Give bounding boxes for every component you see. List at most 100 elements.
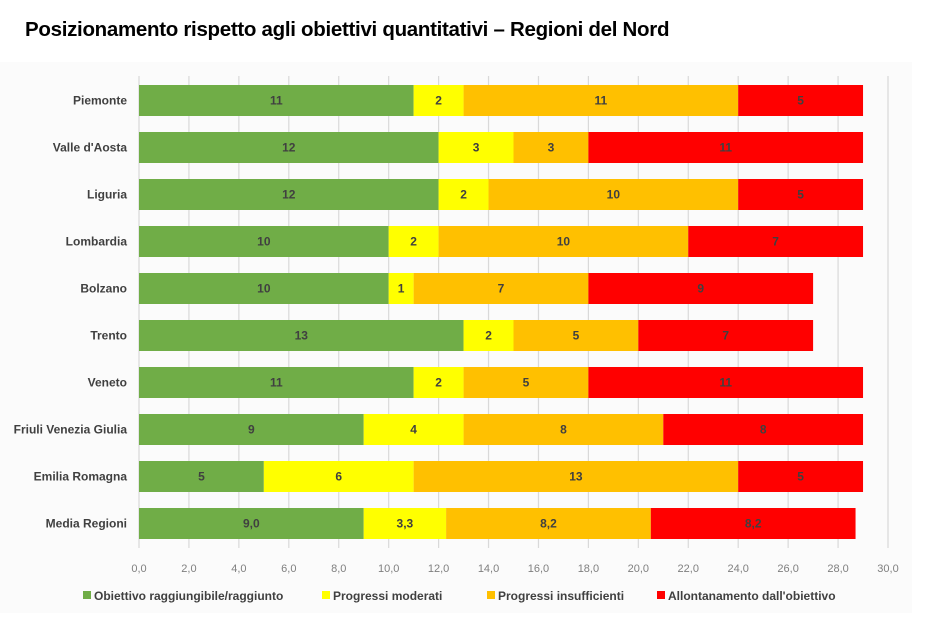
data-label: 2 [435, 94, 442, 108]
category-label: Veneto [88, 376, 127, 390]
legend-swatch [322, 591, 330, 599]
data-label: 13 [569, 470, 583, 484]
data-label: 11 [270, 376, 283, 390]
bar-segment [463, 367, 589, 398]
bar-segment [463, 320, 514, 351]
category-label: Valle d'Aosta [53, 141, 128, 155]
data-label: 6 [335, 470, 342, 484]
bar-segment [363, 508, 447, 539]
data-label: 5 [797, 94, 804, 108]
category-label: Liguria [87, 188, 127, 202]
data-label: 10 [557, 235, 571, 249]
bar-segment [513, 320, 639, 351]
bar-segment [446, 508, 651, 539]
legend-label: Progressi moderati [333, 589, 442, 603]
x-tick-label: 2,0 [181, 563, 196, 575]
data-label: 2 [435, 376, 442, 390]
bar-segment [588, 367, 864, 398]
category-label: Media Regioni [46, 517, 127, 531]
x-tick-label: 18,0 [578, 563, 599, 575]
data-label: 5 [573, 329, 580, 343]
page-title: Posizionamento rispetto agli obiettivi q… [25, 18, 670, 41]
x-tick-label: 8,0 [331, 563, 346, 575]
category-label: Trento [90, 329, 127, 343]
legend-label: Obiettivo raggiungibile/raggiunto [94, 589, 283, 603]
bar-segment [413, 367, 464, 398]
bar-segment [513, 132, 589, 163]
data-label: 8,2 [745, 517, 762, 531]
data-label: 7 [772, 235, 779, 249]
bar-segment [413, 85, 464, 116]
data-label: 13 [295, 329, 309, 343]
data-label: 10 [257, 282, 271, 296]
data-label: 12 [282, 188, 296, 202]
bar-segment [139, 414, 364, 445]
data-label: 11 [595, 94, 608, 108]
data-label: 10 [257, 235, 271, 249]
bar-segment [588, 273, 814, 304]
x-tick-label: 26,0 [777, 563, 798, 575]
data-label: 7 [722, 329, 729, 343]
bar-segment [650, 508, 856, 539]
bar-segment [738, 179, 864, 210]
bar-segment [139, 461, 264, 492]
category-label: Lombardia [66, 235, 128, 249]
data-label: 1 [398, 282, 405, 296]
x-tick-label: 22,0 [678, 563, 699, 575]
x-tick-label: 10,0 [378, 563, 399, 575]
data-label: 11 [719, 141, 732, 155]
x-axis-ticks: 0,0 2,0 4,0 6,0 8,0 10,0 12,0 14,0 16,0 18,0 20,0 2… [131, 563, 898, 575]
bar-segment [388, 226, 439, 257]
bar-segment [363, 414, 464, 445]
x-tick-label: 6,0 [281, 563, 296, 575]
data-label: 10 [607, 188, 621, 202]
category-label: Piemonte [73, 94, 127, 108]
data-label: 9,0 [243, 517, 260, 531]
bar-segment [388, 273, 414, 304]
bar-segment [139, 85, 414, 116]
x-tick-label: 14,0 [478, 563, 499, 575]
bar-segment [463, 414, 664, 445]
x-tick-label: 24,0 [727, 563, 748, 575]
data-label: 9 [697, 282, 704, 296]
bar-segment [139, 132, 439, 163]
bar-segment [139, 226, 389, 257]
x-tick-label: 30,0 [877, 563, 898, 575]
legend-swatch [83, 591, 91, 599]
bar-segment [738, 461, 864, 492]
legend-swatch [487, 591, 495, 599]
x-tick-label: 4,0 [231, 563, 246, 575]
legend-label: Allontanamento dall'obiettivo [668, 589, 836, 603]
data-label: 5 [198, 470, 205, 484]
data-label: 5 [797, 470, 804, 484]
bar-segment [139, 273, 389, 304]
bar-segment [438, 179, 489, 210]
data-label: 5 [523, 376, 530, 390]
data-label: 2 [485, 329, 492, 343]
bar-segment [663, 414, 864, 445]
data-label: 7 [498, 282, 505, 296]
x-tick-label: 20,0 [628, 563, 649, 575]
data-label: 11 [719, 376, 732, 390]
bar-segment [688, 226, 864, 257]
bar-segment [438, 132, 514, 163]
data-label: 4 [410, 423, 417, 437]
bar-segment [438, 226, 689, 257]
data-label: 3 [548, 141, 555, 155]
bar-segment [638, 320, 814, 351]
data-label: 12 [282, 141, 296, 155]
bar-segment [139, 367, 414, 398]
data-label: 2 [410, 235, 417, 249]
bar-segment [413, 273, 589, 304]
bar-segment [139, 508, 364, 539]
category-label: Bolzano [80, 282, 127, 296]
data-label: 3,3 [397, 517, 414, 531]
x-tick-label: 28,0 [827, 563, 848, 575]
bar-segment [463, 85, 739, 116]
data-label: 8,2 [540, 517, 557, 531]
bar-segment [263, 461, 414, 492]
bar-segment [139, 320, 464, 351]
legend: Obiettivo raggiungibile/raggiunto Progres… [83, 589, 836, 603]
bar-segment [139, 179, 439, 210]
